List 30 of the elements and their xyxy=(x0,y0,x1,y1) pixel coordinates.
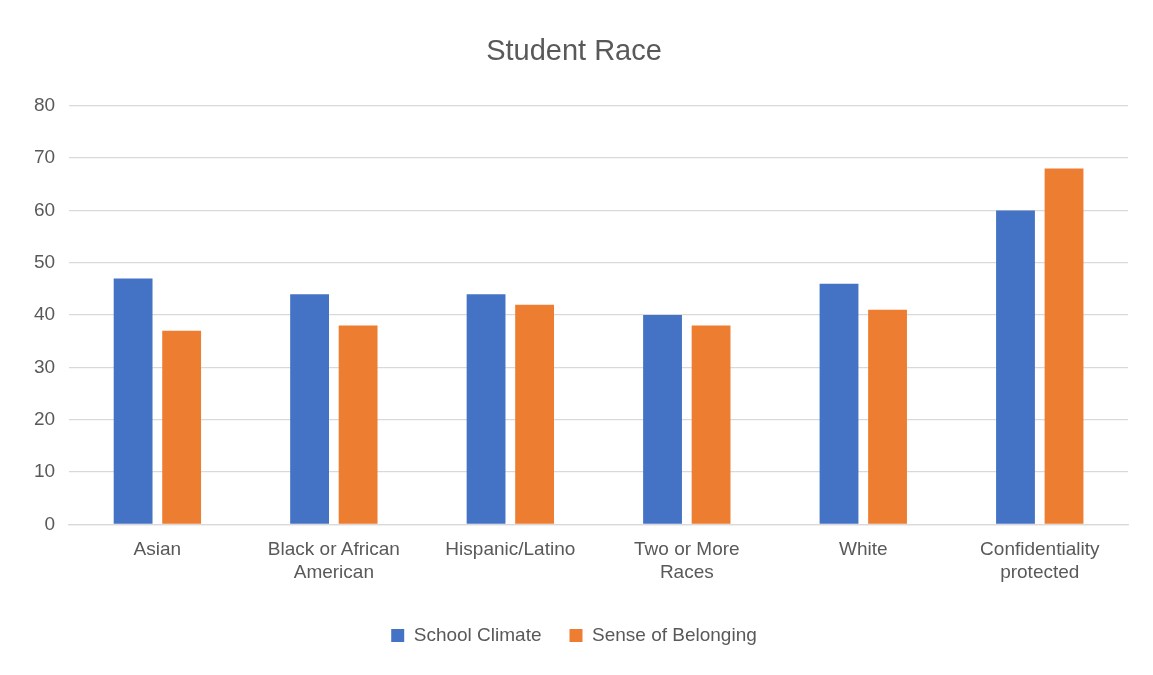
y-tick-label: 40 xyxy=(33,303,56,325)
bar xyxy=(691,325,731,524)
y-tick-label: 50 xyxy=(33,251,56,273)
bar xyxy=(338,325,378,524)
x-tick-label: Confidentiality protected xyxy=(980,538,1100,582)
x-tick-label: Asian xyxy=(133,538,182,560)
y-tick-label: 80 xyxy=(33,94,56,116)
y-tick-label: 70 xyxy=(33,146,56,168)
y-tick-label: 30 xyxy=(33,355,56,377)
x-tick-label: Two or More Races xyxy=(634,538,740,582)
y-tick-label: 0 xyxy=(44,512,56,534)
bar xyxy=(1044,168,1084,524)
bar xyxy=(162,330,202,524)
y-tick-label: 10 xyxy=(33,460,56,482)
x-tick-label: Hispanic/Latino xyxy=(445,538,576,560)
bar xyxy=(643,315,682,524)
bar xyxy=(515,304,555,524)
bar xyxy=(819,283,859,524)
bar xyxy=(466,294,506,524)
bar xyxy=(868,309,907,524)
legend-label: School Climate xyxy=(413,623,542,645)
chart-title: Student Race xyxy=(486,34,662,67)
bar xyxy=(290,294,329,524)
bar xyxy=(996,210,1035,524)
y-tick-label: 20 xyxy=(33,407,56,429)
legend-label: Sense of Belonging xyxy=(591,623,757,645)
x-tick-label: Black or African American xyxy=(267,538,400,582)
bar xyxy=(113,278,153,524)
x-tick-label: White xyxy=(838,538,888,560)
y-tick-label: 60 xyxy=(33,198,56,220)
